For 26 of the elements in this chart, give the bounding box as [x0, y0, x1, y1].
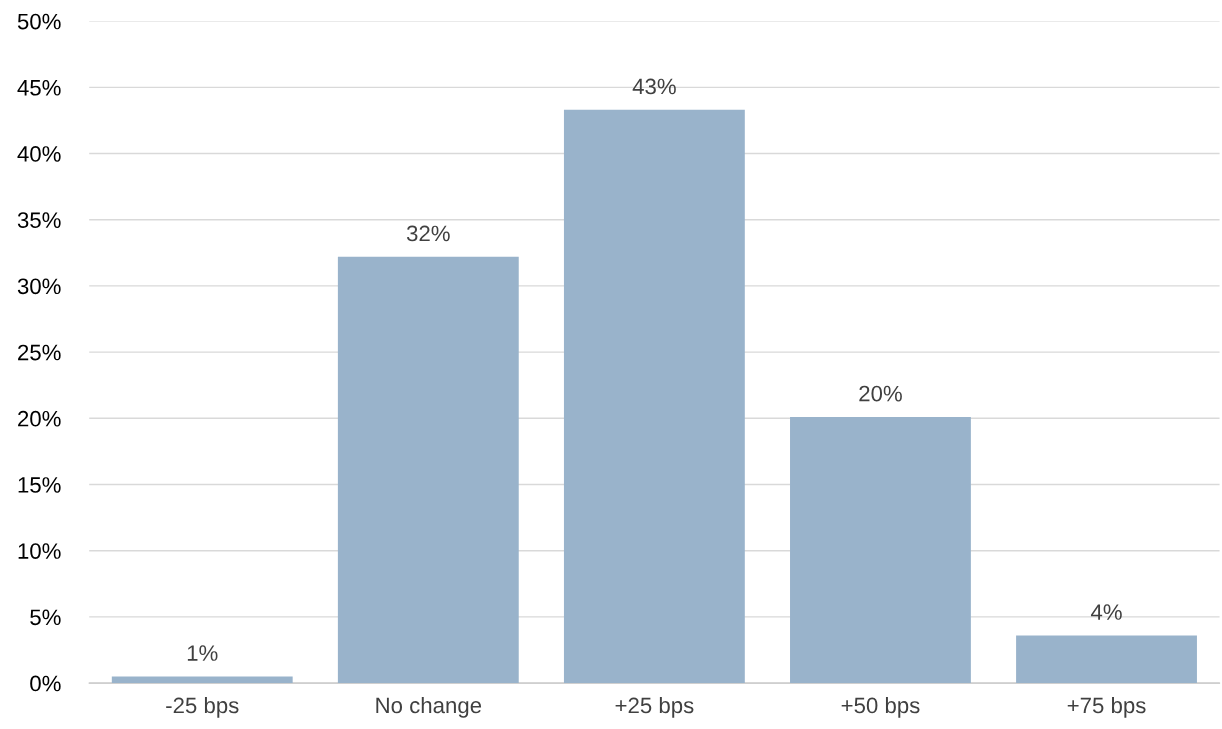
data-label: 32% — [406, 225, 450, 242]
y-tick-label: 5% — [30, 609, 61, 626]
x-tick-label: -25 bps — [166, 696, 239, 718]
bar — [337, 256, 519, 684]
bar — [1016, 635, 1197, 684]
y-tick-label: 40% — [17, 146, 61, 162]
y-tick-label: 35% — [17, 212, 61, 228]
data-label: 20% — [859, 385, 902, 402]
y-tick-label: 10% — [18, 543, 61, 559]
y-tick-label: 25% — [18, 344, 61, 361]
bar — [111, 676, 293, 684]
y-tick-label: 30% — [17, 278, 61, 295]
data-label: 4% — [1090, 604, 1122, 620]
y-tick-label: 45% — [17, 79, 61, 96]
x-tick-label: +25 bps — [615, 696, 694, 718]
bar — [563, 109, 745, 684]
y-tick-label: 0% — [30, 675, 61, 692]
x-tick-label: No change — [376, 696, 482, 718]
data-label: 1% — [187, 645, 218, 661]
y-tick-label: 20% — [18, 410, 61, 427]
y-tick-label: 15% — [18, 477, 61, 493]
data-label: 43% — [632, 78, 676, 95]
bar — [790, 416, 971, 684]
x-tick-label: +50 bps — [841, 696, 920, 718]
x-tick-label: +75 bps — [1067, 696, 1146, 718]
y-tick-label: 50% — [17, 13, 61, 30]
